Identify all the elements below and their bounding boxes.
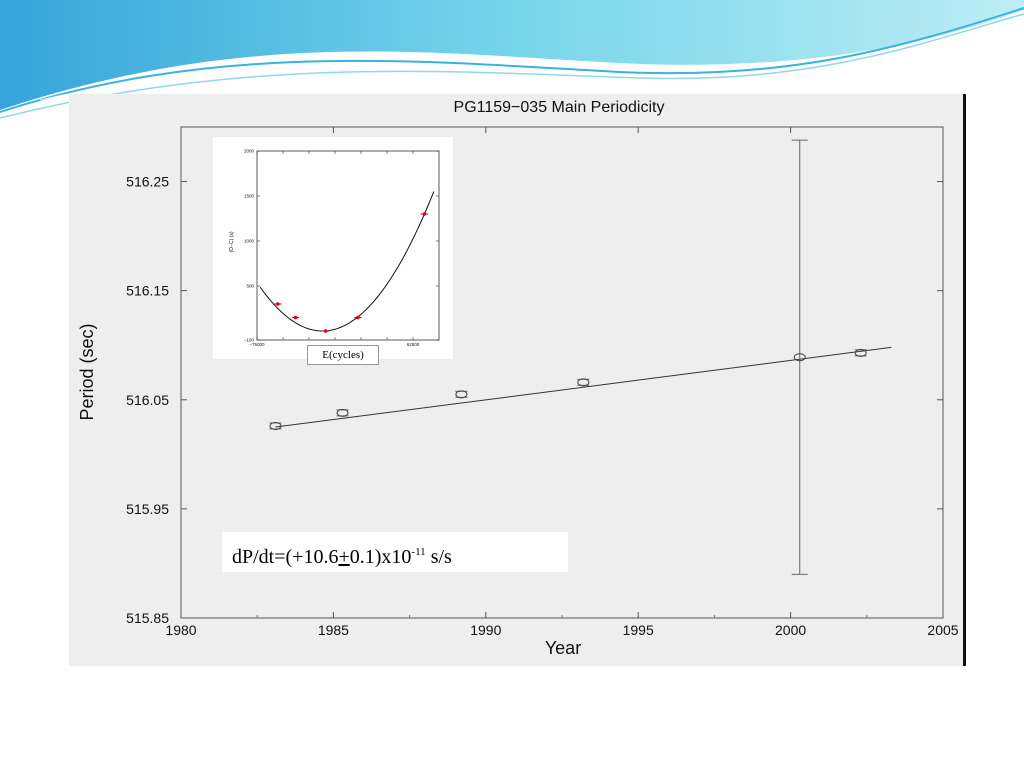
- inset-data-point: [356, 315, 360, 320]
- y-tick-label: 516.05: [126, 392, 169, 408]
- chart-title: PG1159−035 Main Periodicity: [454, 99, 665, 116]
- inset-tick-marks: [256, 150, 439, 341]
- parabolic-fit-curve: [259, 191, 435, 332]
- formula-after-pm: 0.1)x10: [349, 546, 412, 568]
- inset-data-point: [323, 329, 328, 333]
- inset-panel: −75000 62500 −100 500 1000 1500 2000 (O−C) (s…: [213, 137, 453, 359]
- inset-data-points: [274, 212, 429, 333]
- data-point: [269, 421, 282, 430]
- y-axis-label: Period (sec): [77, 323, 97, 420]
- x-tick-label: 1990: [470, 622, 501, 638]
- inset-data-point: [293, 315, 298, 320]
- tick-marks: [180, 127, 944, 619]
- y-tick-label: 516.25: [126, 174, 169, 190]
- x-tick-labels: 1980 1985 1990 1995 2000 2005: [165, 622, 958, 638]
- data-point: [336, 408, 349, 417]
- inset-x-tick-label: 62500: [407, 342, 420, 347]
- inset-oc-chart: −75000 62500 −100 500 1000 1500 2000 (O−C) (s…: [229, 149, 440, 347]
- linear-fit-line: [275, 346, 892, 428]
- x-tick-label: 1995: [623, 622, 654, 638]
- data-point: [455, 390, 468, 399]
- figure-right-edge: [963, 94, 966, 666]
- period-derivative-formula: dP/dt=(+10.6+0.1)x10-11 s/s: [222, 532, 568, 572]
- inset-y-tick-label: −100: [244, 338, 255, 343]
- inset-x-tick-label: −75000: [249, 342, 265, 347]
- y-tick-label: 515.85: [126, 610, 169, 626]
- header-wave-decoration: [0, 0, 1024, 119]
- formula-base: dP/dt=(+10.6: [232, 546, 339, 568]
- data-point: [854, 348, 867, 357]
- formula-unit: s/s: [425, 546, 452, 568]
- inset-y-tick-labels: −100 500 1000 1500 2000: [244, 149, 255, 343]
- inset-x-tick-labels: −75000 62500: [249, 342, 419, 347]
- formula-exponent: -11: [411, 546, 426, 558]
- data-point: [793, 353, 806, 362]
- y-tick-label: 516.15: [126, 283, 169, 299]
- data-points: [269, 139, 867, 575]
- x-axis-label: Year: [545, 638, 581, 658]
- inset-y-tick-label: 500: [246, 284, 254, 289]
- inset-x-axis-label: E(cycles): [307, 345, 379, 365]
- inset-frame: [256, 150, 440, 341]
- y-tick-label: 515.95: [126, 501, 169, 517]
- x-tick-label: 1985: [318, 622, 349, 638]
- inset-y-tick-label: 1500: [244, 194, 255, 199]
- y-tick-labels: 515.85 515.95 516.05 516.15 516.25: [126, 174, 169, 626]
- data-point: [577, 378, 590, 387]
- formula-plus-minus: +: [338, 546, 350, 568]
- inset-y-axis-label: (O−C) (s): [229, 231, 235, 252]
- main-period-chart: PG1159−035 Main Periodicity 1980 1985 1990…: [77, 99, 959, 658]
- x-tick-label: 1980: [165, 622, 196, 638]
- inset-data-point: [276, 302, 280, 306]
- inset-y-tick-label: 2000: [244, 149, 255, 154]
- x-tick-label: 2005: [927, 622, 958, 638]
- inset-y-tick-label: 1000: [244, 239, 255, 244]
- x-tick-label: 2000: [775, 622, 806, 638]
- inset-data-point: [422, 212, 427, 216]
